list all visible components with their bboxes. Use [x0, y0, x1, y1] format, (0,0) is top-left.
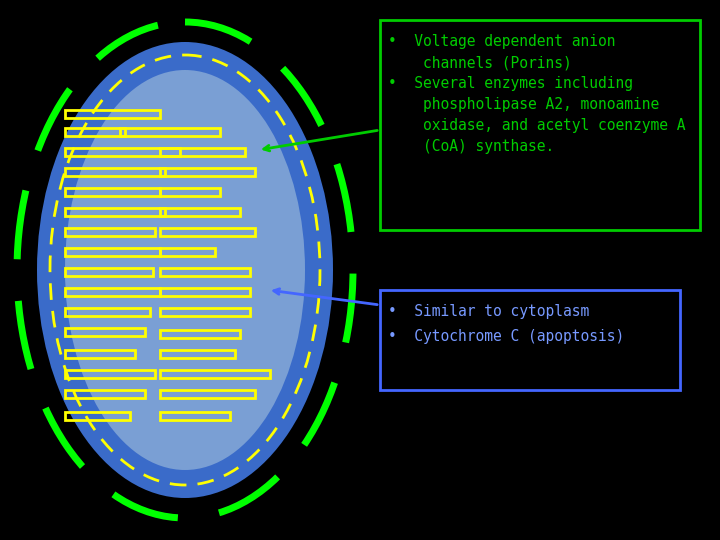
- Bar: [160, 268, 250, 276]
- Bar: [160, 248, 215, 256]
- Bar: [160, 228, 255, 236]
- Ellipse shape: [17, 22, 353, 518]
- Bar: [160, 370, 270, 378]
- Ellipse shape: [65, 70, 305, 470]
- FancyBboxPatch shape: [380, 290, 680, 390]
- Bar: [65, 168, 165, 176]
- Bar: [65, 188, 160, 196]
- Bar: [160, 188, 220, 196]
- Bar: [160, 330, 240, 338]
- Bar: [65, 412, 130, 420]
- Bar: [65, 370, 155, 378]
- Bar: [65, 328, 145, 336]
- Bar: [160, 308, 250, 316]
- Bar: [160, 168, 255, 176]
- Bar: [65, 128, 125, 136]
- Bar: [65, 208, 165, 216]
- Bar: [65, 110, 160, 118]
- Bar: [120, 128, 220, 136]
- Bar: [65, 248, 160, 256]
- Bar: [160, 390, 255, 398]
- Ellipse shape: [37, 42, 333, 498]
- Bar: [65, 390, 145, 398]
- Text: •  Similar to cytoplasm
•  Cytochrome C (apoptosis): • Similar to cytoplasm • Cytochrome C (a…: [388, 304, 624, 343]
- Bar: [65, 148, 180, 156]
- Bar: [65, 308, 150, 316]
- FancyBboxPatch shape: [380, 20, 700, 230]
- Bar: [65, 228, 155, 236]
- Bar: [160, 288, 250, 296]
- Bar: [65, 350, 135, 358]
- Bar: [160, 412, 230, 420]
- Bar: [160, 350, 235, 358]
- Bar: [160, 148, 245, 156]
- Bar: [65, 288, 160, 296]
- Bar: [65, 268, 153, 276]
- Bar: [160, 208, 240, 216]
- Text: •  Voltage dependent anion
    channels (Porins)
•  Several enzymes including
  : • Voltage dependent anion channels (Pori…: [388, 34, 685, 154]
